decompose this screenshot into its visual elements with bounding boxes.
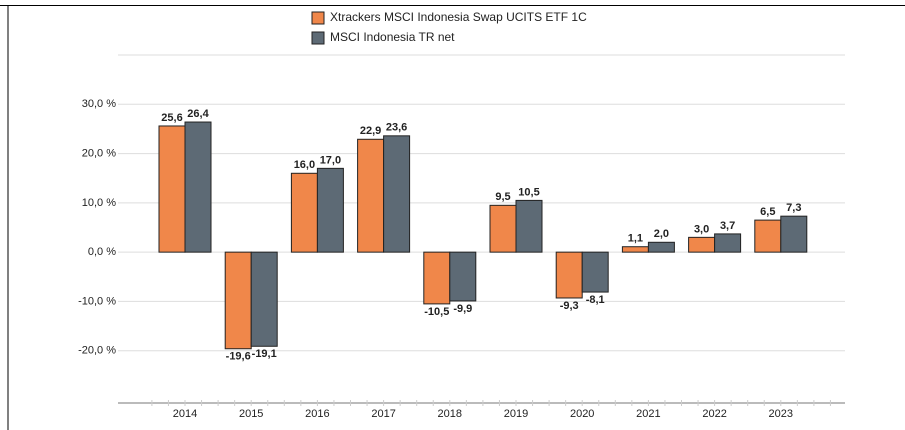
y-tick-label: 20,0 % (82, 147, 116, 159)
data-label: 7,3 (786, 202, 801, 214)
data-label: 3,7 (720, 220, 735, 232)
data-label: 9,5 (495, 191, 510, 203)
bar (383, 135, 411, 253)
legend-label: Xtrackers MSCI Indonesia Swap UCITS ETF … (330, 10, 587, 24)
x-tick-label: 2021 (636, 408, 660, 420)
x-tick-label: 2020 (570, 408, 594, 420)
data-label: 2,0 (654, 228, 669, 240)
bar (555, 251, 583, 299)
bar (688, 236, 716, 253)
data-label: 22,9 (360, 125, 381, 137)
x-tick-label: 2022 (702, 408, 726, 420)
y-tick-label: 30,0 % (82, 98, 116, 110)
x-tick-label: 2018 (438, 408, 462, 420)
data-label: 16,0 (294, 159, 315, 171)
data-label: 23,6 (386, 122, 407, 134)
data-label: -9,3 (560, 300, 579, 312)
bar (581, 251, 609, 293)
data-label: -8,1 (586, 294, 605, 306)
legend-label: MSCI Indonesia TR net (330, 30, 455, 44)
bar (714, 233, 742, 253)
data-label: 25,6 (161, 112, 182, 124)
bar (754, 219, 782, 253)
y-tick-label: 10,0 % (82, 197, 116, 209)
data-label: -9,9 (453, 303, 472, 315)
x-tick-label: 2019 (504, 408, 528, 420)
bar (290, 172, 318, 253)
x-tick-label: 2023 (769, 408, 793, 420)
bar (515, 199, 543, 253)
x-tick-label: 2015 (239, 408, 263, 420)
legend-swatch (311, 11, 325, 25)
data-label: 17,0 (320, 154, 341, 166)
data-label: 26,4 (187, 108, 209, 120)
bar (449, 251, 477, 302)
data-label: -10,5 (424, 306, 449, 318)
y-tick-label: -10,0 % (78, 295, 116, 307)
y-tick-label: -20,0 % (78, 345, 116, 357)
data-label: 6,5 (760, 206, 775, 218)
data-label: 1,1 (628, 233, 643, 245)
x-tick-label: 2017 (371, 408, 395, 420)
bar (357, 138, 385, 253)
bar (184, 121, 212, 253)
y-tick-label: 0,0 % (88, 246, 116, 258)
data-label: -19,6 (226, 351, 251, 363)
bar (250, 251, 278, 347)
bar (780, 215, 808, 253)
legend-swatch (311, 31, 325, 45)
bar (621, 246, 649, 253)
bar (489, 204, 517, 253)
data-label: 3,0 (694, 223, 709, 235)
bar (316, 167, 344, 253)
bar (647, 241, 675, 253)
x-tick-label: 2016 (305, 408, 329, 420)
x-tick-label: 2014 (173, 408, 197, 420)
data-label: 10,5 (518, 186, 539, 198)
bar (224, 251, 252, 350)
bar (158, 125, 186, 253)
bar (423, 251, 451, 305)
data-label: -19,1 (252, 348, 277, 360)
